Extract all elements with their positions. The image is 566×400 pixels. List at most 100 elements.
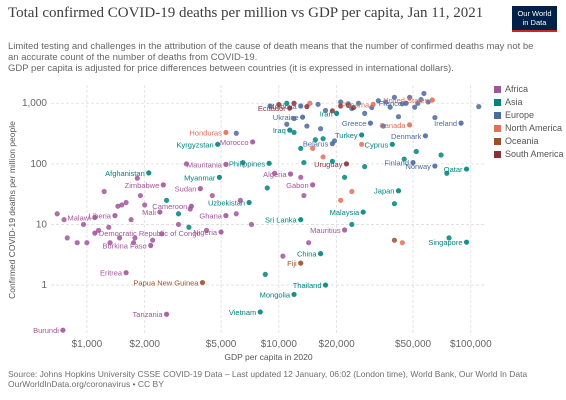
data-point[interactable] [395, 188, 402, 194]
data-point[interactable] [115, 203, 121, 209]
data-point[interactable] [267, 103, 273, 109]
data-point[interactable] [106, 224, 112, 230]
data-point[interactable] [310, 145, 316, 151]
data-point[interactable] [350, 104, 357, 111]
data-point[interactable] [148, 242, 154, 249]
data-point[interactable] [338, 197, 344, 203]
data-point[interactable] [341, 174, 348, 180]
legend-item[interactable]: Oceania [494, 135, 564, 148]
data-point[interactable] [322, 107, 329, 114]
data-point[interactable] [315, 101, 321, 107]
data-point[interactable] [64, 235, 70, 241]
data-point[interactable] [132, 235, 138, 241]
data-point[interactable] [298, 217, 304, 223]
legend-item[interactable]: Africa [494, 83, 564, 96]
data-point[interactable] [134, 175, 140, 181]
data-point[interactable] [92, 214, 98, 221]
data-point[interactable] [291, 129, 297, 136]
data-point[interactable] [203, 227, 210, 233]
data-point[interactable] [199, 279, 206, 286]
data-point[interactable] [291, 115, 297, 122]
data-point[interactable] [291, 291, 297, 298]
data-point[interactable] [463, 166, 470, 172]
data-point[interactable] [248, 221, 255, 228]
data-point[interactable] [233, 211, 239, 217]
data-point[interactable] [391, 94, 398, 100]
data-point[interactable] [387, 104, 393, 110]
data-point[interactable] [359, 141, 365, 147]
data-point[interactable] [413, 148, 419, 155]
data-point[interactable] [264, 185, 270, 191]
data-point[interactable] [301, 159, 307, 166]
data-point[interactable] [343, 161, 350, 167]
data-point[interactable] [345, 102, 351, 109]
data-point[interactable] [312, 137, 318, 143]
data-point[interactable] [61, 217, 67, 223]
data-point[interactable] [370, 101, 376, 107]
data-point[interactable] [298, 260, 304, 266]
data-point[interactable] [128, 217, 134, 223]
data-point[interactable] [276, 101, 282, 108]
data-point[interactable] [318, 126, 324, 132]
data-point[interactable] [233, 130, 239, 136]
data-point[interactable] [284, 100, 290, 106]
data-point[interactable] [432, 114, 438, 121]
data-point[interactable] [360, 209, 366, 215]
legend-item[interactable]: North America [494, 122, 564, 135]
data-point[interactable] [186, 224, 192, 230]
data-point[interactable] [383, 99, 389, 105]
data-point[interactable] [80, 221, 87, 228]
data-point[interactable] [429, 97, 435, 103]
data-point[interactable] [101, 188, 107, 195]
data-point[interactable] [322, 282, 329, 288]
data-point[interactable] [380, 123, 386, 129]
data-point[interactable] [298, 103, 304, 109]
data-point[interactable] [367, 120, 374, 126]
data-point[interactable] [421, 90, 427, 97]
data-point[interactable] [418, 96, 424, 103]
data-point[interactable] [422, 133, 428, 139]
data-point[interactable] [438, 152, 444, 158]
data-point[interactable] [298, 145, 304, 151]
data-point[interactable] [84, 240, 90, 246]
data-point[interactable] [216, 174, 222, 180]
data-point[interactable] [119, 202, 125, 208]
data-point[interactable] [218, 229, 224, 235]
owid-logo[interactable]: Our World in Data [512, 6, 557, 32]
data-point[interactable] [163, 311, 170, 317]
data-point[interactable] [375, 98, 381, 104]
data-point[interactable] [157, 209, 163, 215]
data-point[interactable] [123, 270, 129, 276]
data-point[interactable] [250, 139, 256, 145]
data-point[interactable] [223, 129, 229, 136]
data-point[interactable] [476, 104, 482, 110]
data-point[interactable] [123, 199, 129, 206]
data-point[interactable] [425, 99, 431, 105]
data-point[interactable] [359, 132, 365, 138]
data-point[interactable] [320, 154, 326, 160]
data-point[interactable] [310, 182, 316, 188]
data-point[interactable] [298, 174, 304, 180]
data-point[interactable] [329, 108, 335, 114]
data-point[interactable] [95, 227, 102, 233]
data-point[interactable] [329, 141, 335, 147]
data-point[interactable] [237, 197, 243, 203]
data-point[interactable] [209, 192, 215, 199]
data-point[interactable] [159, 231, 165, 237]
data-point[interactable] [257, 309, 263, 315]
data-point[interactable] [287, 127, 293, 133]
data-point[interactable] [318, 251, 324, 257]
data-point[interactable] [300, 114, 306, 120]
data-point[interactable] [307, 100, 313, 106]
data-point[interactable] [262, 271, 268, 277]
data-point[interactable] [407, 94, 413, 100]
data-point[interactable] [355, 100, 362, 106]
data-point[interactable] [163, 197, 170, 203]
data-point[interactable] [287, 105, 293, 111]
data-point[interactable] [246, 199, 252, 206]
data-point[interactable] [280, 253, 286, 259]
data-point[interactable] [341, 227, 348, 233]
data-point[interactable] [338, 99, 344, 105]
data-point[interactable] [142, 202, 148, 208]
data-point[interactable] [197, 186, 203, 192]
